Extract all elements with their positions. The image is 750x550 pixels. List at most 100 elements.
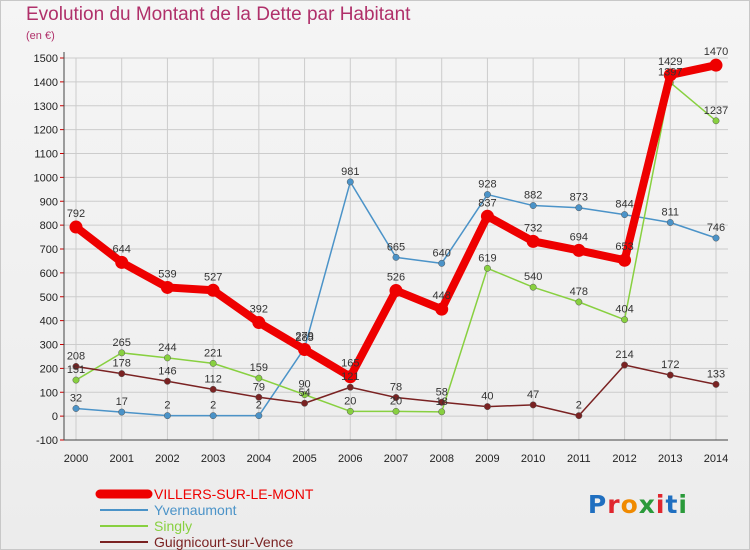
data-point: [255, 412, 263, 420]
x-tick-label: 2000: [64, 453, 88, 465]
data-point: [663, 68, 677, 82]
data-label: 285: [295, 332, 313, 344]
legend: VILLERS-SUR-LE-MONTYvernaumontSinglyGuig…: [95, 486, 314, 550]
data-point: [529, 283, 537, 291]
data-label: 448: [433, 290, 451, 302]
data-point: [72, 405, 80, 412]
y-tick-label: 1000: [34, 172, 58, 184]
x-tick-label: 2010: [521, 453, 545, 465]
data-point: [712, 234, 720, 242]
data-point: [621, 316, 629, 324]
data-point: [618, 253, 632, 267]
chart-unit: (en €): [26, 30, 55, 42]
data-label: 478: [570, 286, 588, 298]
data-point: [709, 58, 723, 72]
data-point: [72, 363, 80, 370]
data-point: [575, 298, 583, 306]
data-label: 58: [436, 386, 448, 398]
data-label: 732: [524, 222, 542, 234]
x-tick-label: 2011: [567, 453, 591, 465]
data-point: [255, 374, 263, 382]
data-label: 2: [576, 400, 582, 412]
y-tick-label: 400: [40, 316, 58, 328]
data-point: [435, 302, 449, 316]
data-point: [621, 361, 629, 369]
y-tick-label: -100: [36, 435, 58, 447]
data-label: 47: [527, 389, 539, 401]
data-label: 873: [570, 192, 588, 204]
data-point: [209, 385, 217, 393]
data-point: [392, 407, 400, 415]
legend-label: Singly: [154, 518, 192, 534]
data-label: 694: [570, 231, 588, 243]
data-point: [529, 202, 537, 209]
data-label: 882: [524, 190, 542, 202]
data-label: 640: [433, 247, 451, 259]
data-label: 112: [204, 373, 222, 385]
data-point: [346, 407, 354, 415]
x-tick-label: 2008: [429, 453, 453, 465]
data-point: [438, 408, 446, 416]
data-point: [298, 343, 312, 357]
data-label: 265: [113, 337, 131, 349]
data-point: [483, 264, 491, 272]
x-tick-label: 2003: [201, 453, 225, 465]
data-point: [163, 412, 171, 420]
data-label: 78: [390, 382, 402, 394]
data-label: 54: [298, 387, 310, 399]
data-label: 837: [478, 197, 496, 209]
data-point: [209, 359, 217, 367]
data-point: [392, 394, 400, 401]
data-label: 928: [478, 179, 496, 191]
data-point: [346, 178, 354, 186]
data-point: [389, 284, 403, 298]
data-label: 526: [387, 272, 405, 284]
data-label: 539: [158, 268, 176, 280]
data-label: 165: [341, 358, 359, 370]
data-point: [115, 255, 129, 269]
data-point: [72, 376, 80, 384]
data-point: [575, 412, 583, 420]
data-point: [163, 377, 171, 385]
y-tick-label: 500: [40, 292, 58, 304]
x-tick-label: 2014: [704, 453, 728, 465]
y-tick-label: 700: [40, 244, 58, 256]
y-tick-label: 200: [40, 363, 58, 375]
x-tick-label: 2007: [384, 453, 408, 465]
data-label: 665: [387, 241, 405, 253]
data-point: [666, 219, 674, 226]
data-label: 172: [661, 359, 679, 371]
y-tick-label: 1300: [34, 101, 58, 113]
data-label: 844: [615, 199, 633, 211]
y-tick-label: 600: [40, 268, 58, 280]
y-tick-label: 1500: [34, 53, 58, 65]
x-tick-label: 2005: [292, 453, 316, 465]
data-label: 208: [67, 350, 85, 362]
data-point: [118, 408, 126, 416]
data-label: 214: [615, 349, 633, 361]
x-tick-label: 2002: [155, 453, 179, 465]
data-label: 792: [67, 208, 85, 220]
data-label: 40: [481, 391, 493, 403]
data-label: 146: [158, 365, 176, 377]
data-point: [526, 234, 540, 248]
data-point: [118, 370, 126, 378]
data-point: [480, 209, 494, 223]
data-point: [438, 259, 446, 267]
y-tick-label: 1200: [34, 125, 58, 137]
series-layer: [69, 58, 723, 420]
y-tick-label: 1400: [34, 77, 58, 89]
data-point: [483, 191, 491, 199]
x-tick-label: 2006: [338, 453, 362, 465]
data-label: 619: [478, 252, 496, 264]
data-point: [529, 401, 537, 409]
data-point: [712, 117, 720, 125]
data-label: 392: [250, 304, 268, 316]
x-tick-label: 2001: [109, 453, 133, 465]
y-tick-label: 1100: [34, 149, 58, 161]
data-point: [346, 383, 354, 391]
x-tick-label: 2004: [247, 453, 271, 465]
data-label: 644: [113, 243, 131, 255]
data-label: 527: [204, 271, 222, 283]
